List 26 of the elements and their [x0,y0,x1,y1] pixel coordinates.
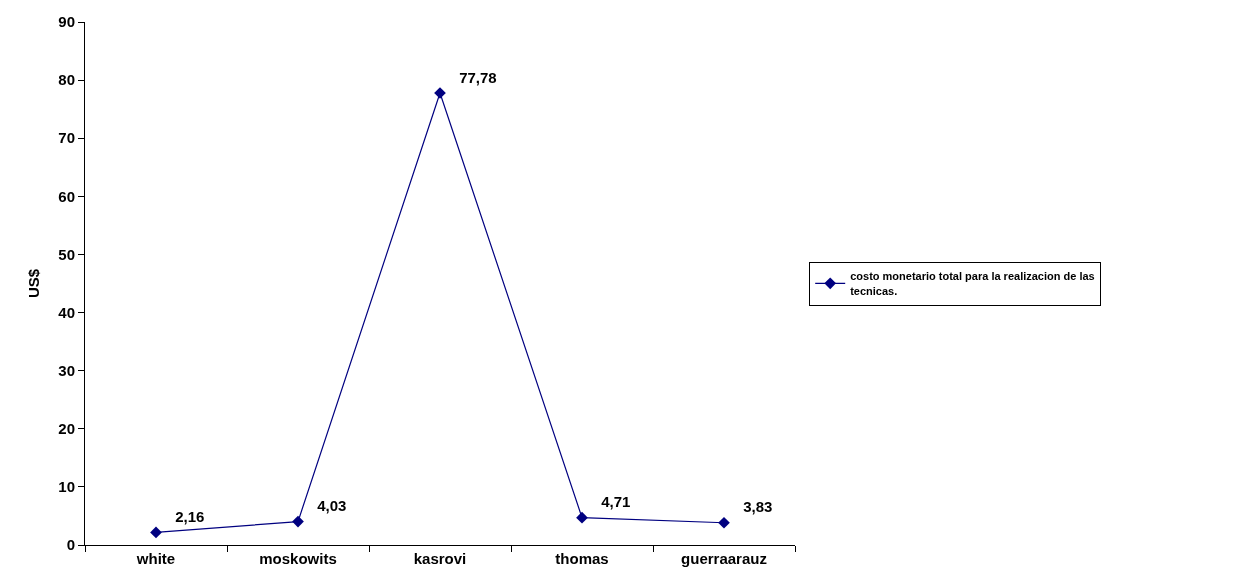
y-tick-label: 30 [58,361,75,379]
x-tick-label: white [135,550,176,567]
y-tick-label: 80 [58,71,75,89]
y-tick-label: 90 [58,13,75,31]
legend-label: costo monetario total para la realizacion de las tecnicas. [850,270,1095,297]
point [576,511,588,524]
y-tick-label: 40 [58,303,75,321]
point [718,516,730,529]
y-tick-label: 60 [58,187,75,205]
y-tick-label: 10 [58,478,75,496]
data-label: 3,83 [730,498,773,516]
data-label: 4,03 [304,497,347,515]
y-tick-label: 0 [66,536,75,554]
point [150,526,162,539]
y-tick-label: 70 [58,129,75,147]
point [292,515,304,528]
x-tick-label: guerraarauz [681,550,767,567]
data-label: 4,71 [588,493,631,511]
x-tick-label: thomas [555,550,609,567]
y-axis-title: US$ [24,268,42,299]
y-tick-label: 50 [58,245,75,263]
x-tick-label: moskowits [259,550,337,567]
data-label: 77,78 [446,68,497,86]
data-label: 2,16 [162,508,205,526]
y-tick-label: 20 [58,420,75,438]
x-tick-label: kasrovi [413,550,467,567]
